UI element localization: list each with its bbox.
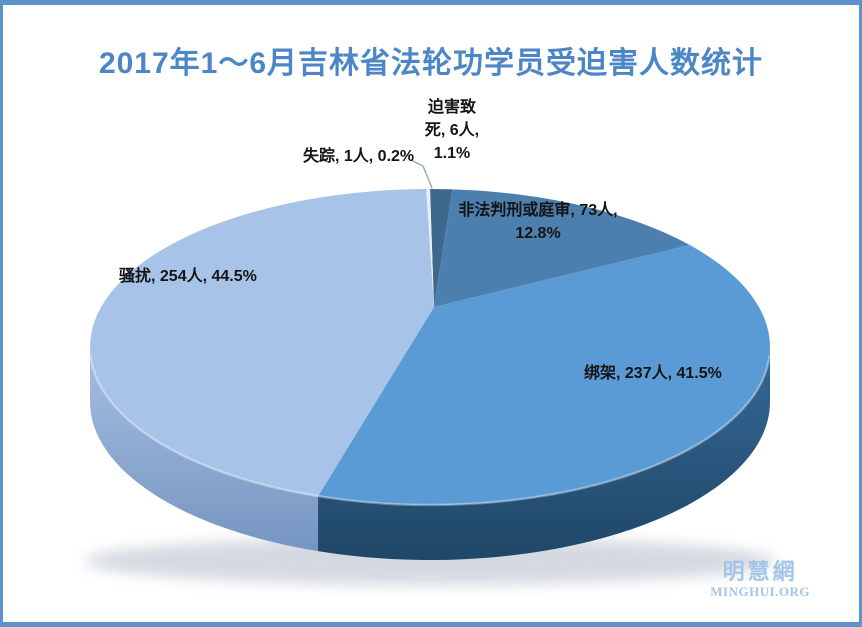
- data-label-sentenced: 非法判刑或庭审, 73人, 12.8%: [450, 199, 626, 245]
- minghui-logo-cn: 明慧網: [722, 559, 798, 584]
- pie-side-2: [318, 347, 770, 560]
- minghui-watermark: 明慧網 MINGHUI.ORG: [710, 559, 810, 600]
- data-label-death-line2: 死, 6人,: [424, 122, 480, 139]
- pie-slice-4: [426, 189, 434, 307]
- pie-shadow: [84, 537, 776, 585]
- data-label-death-line1: 迫害致: [427, 99, 476, 116]
- pie-slice-1: [434, 189, 690, 307]
- data-label-death: 迫害致 死, 6人, 1.1%: [411, 96, 493, 165]
- pie-side-3: [90, 347, 319, 552]
- data-label-kidnapping: 绑架, 237人, 41.5%: [584, 365, 722, 382]
- data-label-harassment: 骚扰, 254人, 44.5%: [119, 268, 257, 285]
- chart-title: 2017年1～6月吉林省法轮功学员受迫害人数统计: [98, 47, 764, 80]
- pie-slice-0: [430, 188, 453, 307]
- pie-rim-highlight: [89, 355, 771, 507]
- data-label-missing: 失踪, 1人, 0.2%: [303, 148, 415, 165]
- data-label-sentenced-line1: 非法判刑或庭审, 73人,: [458, 202, 618, 219]
- minghui-logo-en: MINGHUI.ORG: [710, 584, 810, 599]
- data-label-sentenced-line2: 12.8%: [515, 225, 561, 242]
- leader-line-missing: [408, 158, 433, 189]
- pie-slice-3: [90, 189, 434, 497]
- data-label-death-line3: 1.1%: [433, 145, 471, 162]
- pie-slice-2: [318, 245, 770, 505]
